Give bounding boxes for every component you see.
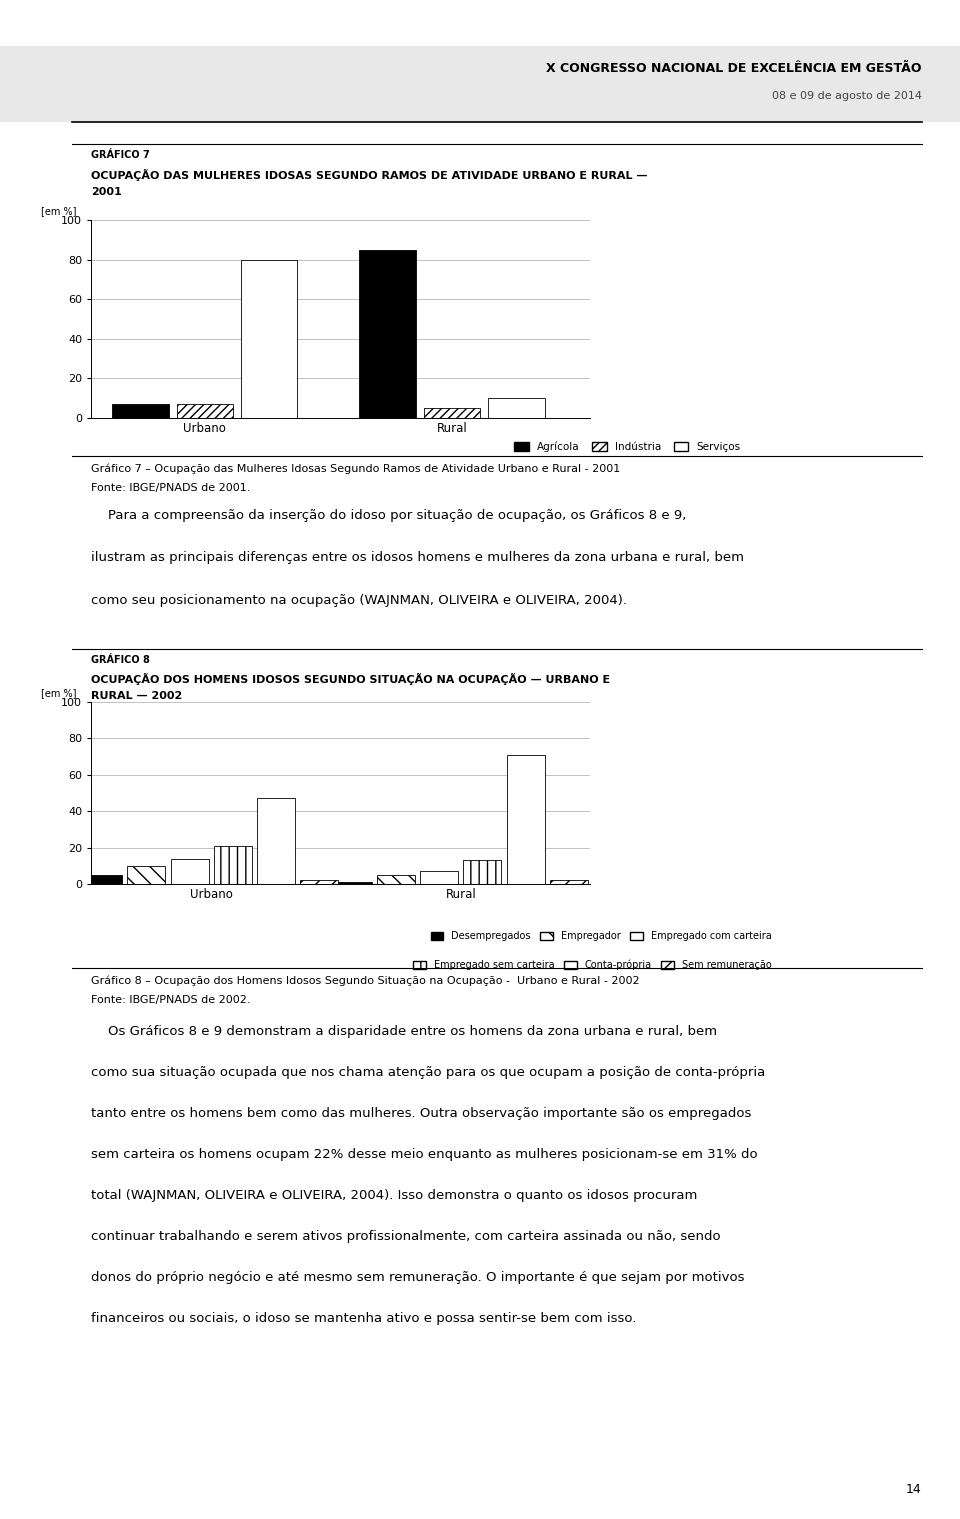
Bar — [334, 883, 372, 884]
Text: 2001: 2001 — [91, 187, 122, 197]
Bar — [112, 404, 169, 418]
Text: como seu posicionamento na ocupação (WAJNMAN, OLIVEIRA e OLIVEIRA, 2004).: como seu posicionamento na ocupação (WAJ… — [91, 594, 627, 608]
Bar — [214, 846, 252, 884]
Bar — [84, 875, 122, 884]
Bar — [359, 251, 416, 418]
Text: [em %]: [em %] — [41, 688, 77, 699]
Text: tanto entre os homens bem como das mulheres. Outra observação importante são os : tanto entre os homens bem como das mulhe… — [91, 1107, 752, 1121]
Bar — [171, 858, 208, 884]
Bar — [488, 398, 544, 418]
Text: X CONGRESSO NACIONAL DE EXCELÊNCIA EM GESTÃO: X CONGRESSO NACIONAL DE EXCELÊNCIA EM GE… — [546, 62, 922, 74]
Text: Fonte: IBGE/PNADS de 2002.: Fonte: IBGE/PNADS de 2002. — [91, 995, 251, 1006]
Text: sem carteira os homens ocupam 22% desse meio enquanto as mulheres posicionam-se : sem carteira os homens ocupam 22% desse … — [91, 1148, 757, 1162]
Text: total (WAJNMAN, OLIVEIRA e OLIVEIRA, 2004). Isso demonstra o quanto os idosos pr: total (WAJNMAN, OLIVEIRA e OLIVEIRA, 200… — [91, 1189, 698, 1203]
Text: Os Gráficos 8 e 9 demonstram a disparidade entre os homens da zona urbana e rura: Os Gráficos 8 e 9 demonstram a disparida… — [91, 1025, 717, 1039]
Text: Para a compreensão da inserção do idoso por situação de ocupação, os Gráficos 8 : Para a compreensão da inserção do idoso … — [91, 509, 686, 523]
Text: OCUPAÇÃO DAS MULHERES IDOSAS SEGUNDO RAMOS DE ATIVIDADE URBANO E RURAL —: OCUPAÇÃO DAS MULHERES IDOSAS SEGUNDO RAM… — [91, 169, 648, 181]
Bar — [464, 860, 501, 884]
Bar — [177, 404, 233, 418]
Text: Fonte: IBGE/PNADS de 2001.: Fonte: IBGE/PNADS de 2001. — [91, 483, 251, 494]
Legend: Empregado sem carteira, Conta-própria, Sem remuneração: Empregado sem carteira, Conta-própria, S… — [409, 955, 776, 974]
Bar — [300, 881, 338, 884]
Bar — [257, 799, 295, 884]
Bar — [550, 881, 588, 884]
Text: GRÁFICO 7: GRÁFICO 7 — [91, 150, 150, 161]
Bar — [423, 409, 480, 418]
Text: financeiros ou sociais, o idoso se mantenha ativo e possa sentir-se bem com isso: financeiros ou sociais, o idoso se mante… — [91, 1312, 636, 1326]
Text: RURAL — 2002: RURAL — 2002 — [91, 691, 182, 702]
Bar — [507, 755, 544, 884]
Text: como sua situação ocupada que nos chama atenção para os que ocupam a posição de : como sua situação ocupada que nos chama … — [91, 1066, 765, 1080]
Bar — [420, 872, 458, 884]
Text: Gráfico 7 – Ocupação das Mulheres Idosas Segundo Ramos de Atividade Urbano e Rur: Gráfico 7 – Ocupação das Mulheres Idosas… — [91, 463, 620, 474]
Legend: Agrícola, Indústria, Serviços: Agrícola, Indústria, Serviços — [510, 437, 745, 456]
Text: ilustram as principais diferenças entre os idosos homens e mulheres da zona urba: ilustram as principais diferenças entre … — [91, 551, 744, 565]
Text: donos do próprio negócio e até mesmo sem remuneração. O importante é que sejam p: donos do próprio negócio e até mesmo sem… — [91, 1271, 745, 1285]
Bar — [128, 866, 165, 884]
Text: Gráfico 8 – Ocupação dos Homens Idosos Segundo Situação na Ocupação -  Urbano e : Gráfico 8 – Ocupação dos Homens Idosos S… — [91, 975, 639, 986]
Bar — [377, 875, 415, 884]
Text: GRÁFICO 8: GRÁFICO 8 — [91, 655, 150, 665]
Text: OCUPAÇÃO DOS HOMENS IDOSOS SEGUNDO SITUAÇÃO NA OCUPAÇÃO — URBANO E: OCUPAÇÃO DOS HOMENS IDOSOS SEGUNDO SITUA… — [91, 673, 611, 685]
Bar — [241, 260, 298, 418]
Text: 08 e 09 de agosto de 2014: 08 e 09 de agosto de 2014 — [772, 91, 922, 100]
Text: [em %]: [em %] — [41, 207, 77, 216]
Text: continuar trabalhando e serem ativos profissionalmente, com carteira assinada ou: continuar trabalhando e serem ativos pro… — [91, 1230, 721, 1244]
Text: 14: 14 — [906, 1483, 922, 1496]
